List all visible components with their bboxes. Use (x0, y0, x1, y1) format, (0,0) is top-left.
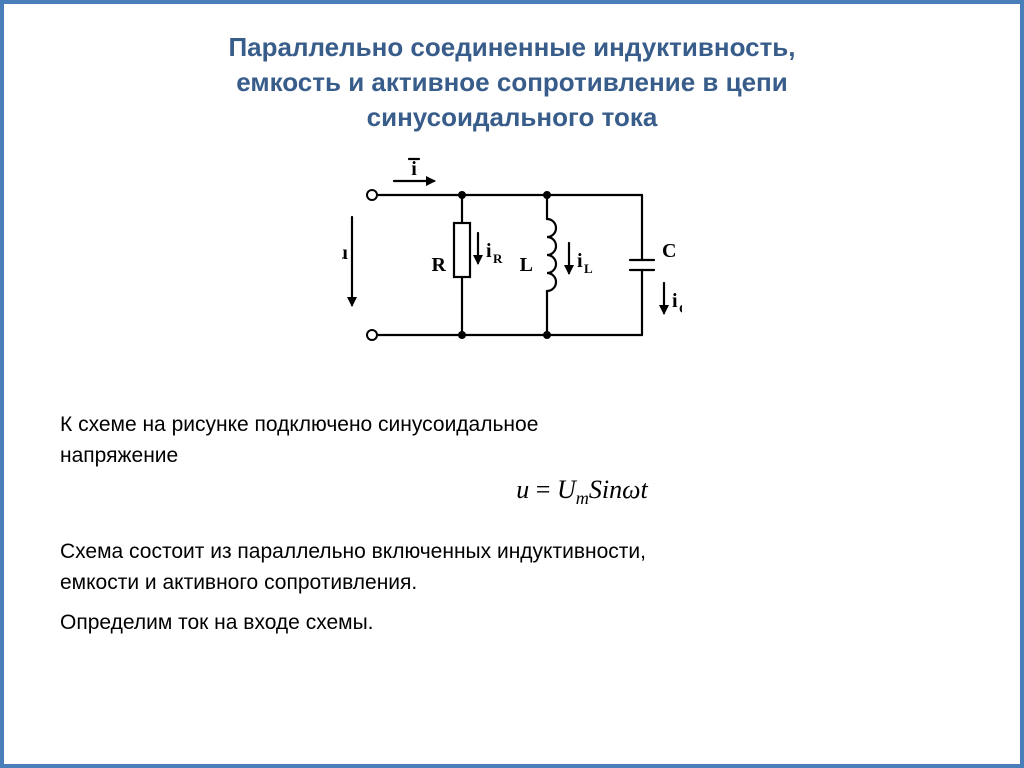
formula-m: m (576, 488, 589, 508)
svg-text:L: L (520, 254, 533, 276)
voltage-formula: u = UmSinωt (200, 475, 964, 509)
svg-text:L: L (584, 261, 593, 276)
para-1a: К схеме на рисунке подключено синусоидал… (60, 413, 538, 436)
svg-text:i: i (411, 158, 417, 180)
para-2: Схема состоит из параллельно включенных … (60, 537, 964, 598)
formula-t: t (640, 475, 647, 504)
rlc-parallel-circuit: iuRiRLiLCiC (342, 155, 682, 370)
para-3: Определим ток на входе схемы. (60, 608, 964, 638)
slide-title: Параллельно соединенные индуктивность, е… (60, 30, 964, 135)
svg-text:i: i (672, 290, 678, 312)
formula-sin: Sin (589, 475, 622, 504)
formula-u: u (516, 475, 529, 504)
para-2a: Схема состоит из параллельно включенных … (60, 540, 646, 563)
para-2b: емкости и активного сопротивления. (60, 571, 417, 594)
svg-text:i: i (577, 250, 583, 272)
svg-text:C: C (662, 240, 676, 262)
body-text-block: К схеме на рисунке подключено синусоидал… (60, 410, 964, 638)
title-line-2: емкость и активное сопротивление в цепи (236, 67, 787, 97)
formula-omega: ω (622, 475, 640, 504)
formula-U: U (557, 475, 576, 504)
svg-text:R: R (432, 254, 447, 276)
formula-eq: = (529, 475, 557, 504)
title-line-1: Параллельно соединенные индуктивность, (228, 32, 795, 62)
para-1b: напряжение (60, 444, 178, 467)
circuit-svg: iuRiRLiLCiC (342, 155, 682, 365)
svg-text:u: u (342, 242, 348, 264)
svg-text:i: i (486, 240, 492, 262)
svg-text:C: C (679, 301, 682, 316)
circuit-container: iuRiRLiLCiC (60, 155, 964, 370)
slide-frame: Параллельно соединенные индуктивность, е… (0, 0, 1024, 768)
title-line-3: синусоидального тока (367, 102, 658, 132)
para-1: К схеме на рисунке подключено синусоидал… (60, 410, 964, 471)
svg-text:R: R (493, 251, 503, 266)
